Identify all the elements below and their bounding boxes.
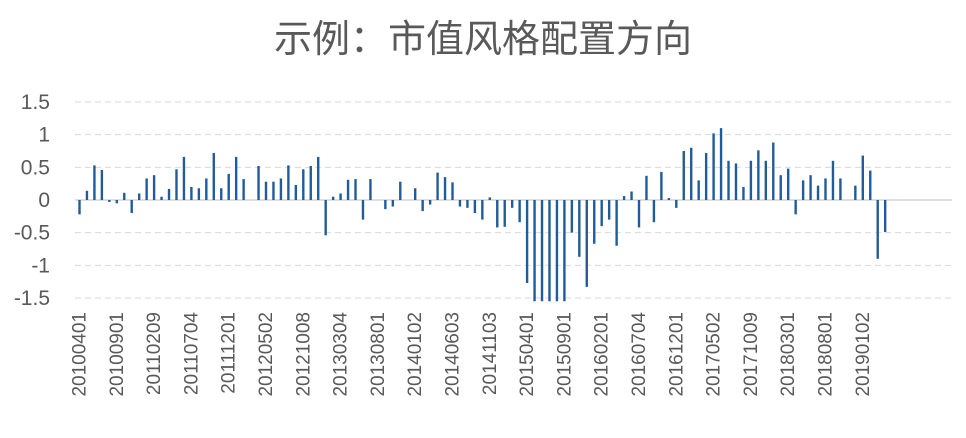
x-tick-label: 20160201 xyxy=(592,312,613,397)
x-tick-label: 20180301 xyxy=(778,312,799,397)
x-tick-label: 20120502 xyxy=(256,312,277,397)
y-tick-label: 1 xyxy=(38,124,50,147)
x-tick-label: 20141103 xyxy=(480,312,501,395)
bars xyxy=(78,128,887,302)
y-tick-label: -1.5 xyxy=(14,287,50,310)
x-tick-label: 20160704 xyxy=(629,312,650,397)
y-tick-label: 0 xyxy=(38,189,50,212)
x-tick-label: 20150401 xyxy=(517,312,538,397)
y-tick-label: 1.5 xyxy=(21,91,50,114)
x-tick-label: 20110704 xyxy=(181,312,202,396)
x-tick-label: 20100401 xyxy=(70,312,91,397)
x-tick-label: 20171009 xyxy=(741,312,762,397)
x-tick-label: 20190102 xyxy=(853,312,874,397)
y-tick-label: -1 xyxy=(31,254,50,277)
x-tick-label: 20170502 xyxy=(704,312,725,397)
chart-title: 示例：市值风格配置方向 xyxy=(274,17,692,61)
y-tick-label: -0.5 xyxy=(14,222,50,245)
x-tick-label: 20140102 xyxy=(405,312,426,397)
x-tick-label: 20121008 xyxy=(293,312,314,397)
x-tick-label: 20180801 xyxy=(816,312,837,397)
x-tick-label: 20150901 xyxy=(554,312,575,397)
x-tick-label: 20130304 xyxy=(331,312,352,397)
x-tick-label: 20111201 xyxy=(219,312,240,394)
x-tick-label: 20130801 xyxy=(368,312,389,397)
x-tick-label: 20161201 xyxy=(666,312,687,397)
y-tick-label: 0.5 xyxy=(21,156,50,179)
x-tick-label: 20140603 xyxy=(443,312,464,397)
x-tick-label: 20110209 xyxy=(144,312,165,395)
y-axis: 1.5 1 0.5 0 -0.5 -1 -1.5 xyxy=(14,91,50,310)
x-axis: 20100401 20100901 20110209 20110704 20111201… xyxy=(70,312,874,397)
x-tick-label: 20100901 xyxy=(107,312,128,397)
